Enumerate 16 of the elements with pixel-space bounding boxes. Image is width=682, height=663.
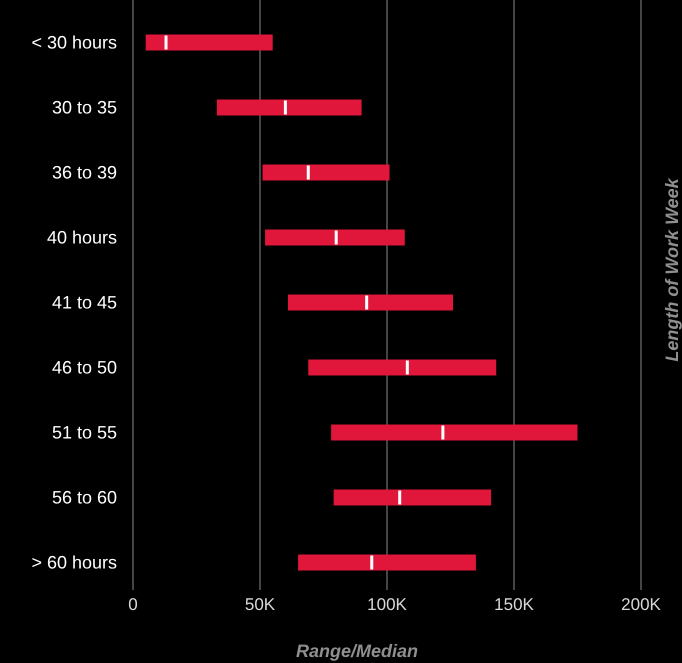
- x-tick-label: 200K: [621, 595, 662, 614]
- x-tick-label: 150K: [494, 595, 535, 614]
- y-tick-label: 30 to 35: [52, 97, 117, 118]
- y-tick-label: 46 to 50: [52, 357, 117, 378]
- y-tick-label: > 60 hours: [31, 552, 117, 572]
- y-tick-label: 56 to 60: [52, 487, 117, 508]
- y-tick-label: 40 hours: [46, 227, 117, 248]
- y-tick-label: < 30 hours: [31, 32, 117, 52]
- x-tick-label: 50K: [244, 595, 276, 614]
- y-tick-label: 41 to 45: [52, 292, 117, 312]
- y-tick-label: 36 to 39: [52, 162, 117, 182]
- x-tick-label: 0: [128, 595, 138, 614]
- x-tick-label: 100K: [367, 595, 408, 614]
- x-axis-title: Range/Median: [296, 641, 418, 661]
- y-tick-label: 51 to 55: [52, 422, 117, 442]
- y-axis-title: Length of Work Week: [662, 177, 682, 362]
